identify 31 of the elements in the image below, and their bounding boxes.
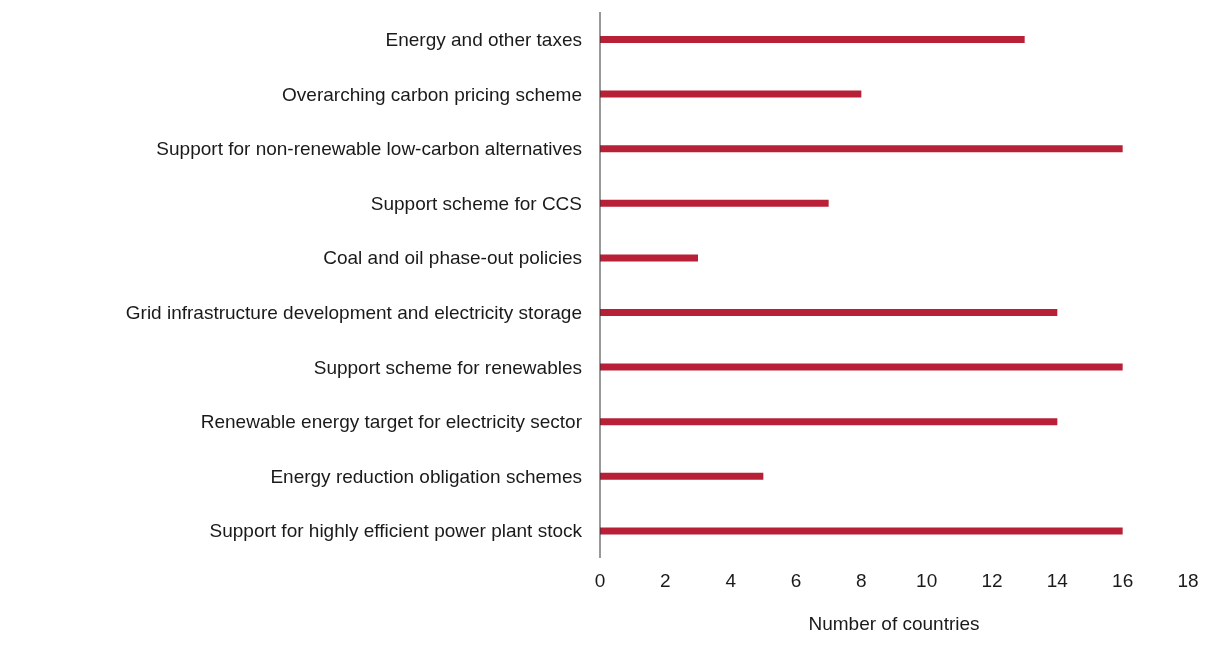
y-tick-label: Renewable energy target for electricity sector (200, 411, 583, 433)
x-tick-label: 8 (856, 570, 867, 592)
x-tick-label: 4 (725, 570, 737, 592)
bar (600, 145, 1123, 153)
x-tick-label: 18 (1177, 570, 1199, 592)
bar (600, 527, 1123, 535)
bar (600, 199, 829, 207)
x-tick-label: 6 (790, 570, 802, 592)
x-tick-label: 10 (916, 570, 938, 592)
bar (600, 363, 1123, 371)
y-tick-label: Support scheme for renewables (313, 356, 582, 378)
y-tick-label: Grid infrastructure development and electricity storage (125, 302, 582, 324)
y-tick-label: Support scheme for CCS (370, 192, 582, 214)
y-tick-label: Coal and oil phase-out policies (323, 247, 582, 269)
bar (600, 309, 1058, 317)
bar (600, 254, 698, 262)
x-tick-label: 0 (594, 570, 606, 592)
bar (600, 36, 1025, 44)
x-tick-label: 14 (1046, 570, 1069, 592)
bar (600, 418, 1058, 426)
bar (600, 472, 764, 480)
y-tick-label: Energy reduction obligation schemes (270, 465, 582, 487)
bar (600, 90, 862, 98)
y-tick-label: Overarching carbon pricing scheme (282, 83, 582, 105)
x-tick-label: 12 (981, 570, 1003, 592)
x-tick-label: 2 (660, 570, 671, 592)
y-tick-label: Support for non-renewable low-carbon alternatives (156, 138, 582, 160)
x-axis-title: Number of countries (808, 613, 980, 634)
x-tick-label: 16 (1112, 570, 1134, 592)
y-tick-label: Support for highly efficient power plant stock (209, 520, 583, 542)
y-tick-label: Energy and other taxes (385, 29, 582, 51)
